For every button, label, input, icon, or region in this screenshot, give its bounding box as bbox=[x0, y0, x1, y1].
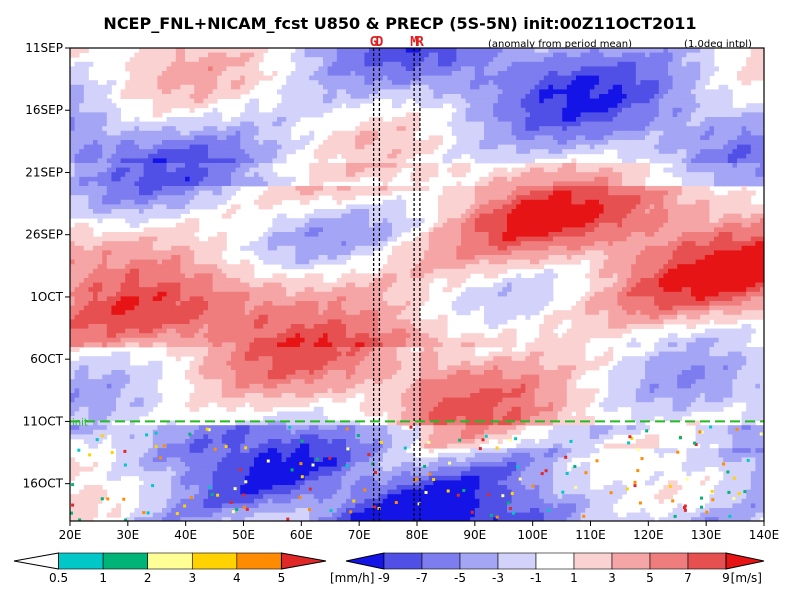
y-tick-label: 11OCT bbox=[23, 414, 64, 428]
marker-lines: GD MR bbox=[370, 35, 424, 521]
wind-legend-label: 7 bbox=[684, 571, 692, 585]
y-tick-label: 21SEP bbox=[25, 165, 63, 179]
wind-legend: -9 -7 -5 -3 -1 1 3 5 7 9 [m/s] bbox=[345, 552, 765, 585]
precip-legend-unit: [mm/h] bbox=[330, 571, 374, 585]
y-tick-label: 1OCT bbox=[30, 290, 63, 304]
wind-legend-swatch bbox=[649, 552, 689, 570]
precip-legend-swatch bbox=[58, 552, 104, 570]
y-tick-label: 6OCT bbox=[30, 352, 63, 366]
wind-legend-max-cap bbox=[725, 552, 765, 570]
wind-legend-label: 1 bbox=[570, 571, 578, 585]
x-tick-label: 30E bbox=[116, 528, 139, 542]
wind-legend-swatch bbox=[573, 552, 613, 570]
y-tick-label: 11SEP bbox=[25, 41, 63, 55]
wind-anomaly-field bbox=[70, 48, 764, 521]
init-line-group: init bbox=[70, 417, 764, 428]
chart-note: (1.0deg intpl) bbox=[684, 39, 752, 50]
x-tick-label: 60E bbox=[290, 528, 313, 542]
wind-legend-swatch bbox=[687, 552, 727, 570]
wind-legend-swatch bbox=[611, 552, 651, 570]
wind-legend-swatch bbox=[383, 552, 423, 570]
precip-legend-label: 5 bbox=[278, 571, 286, 585]
precip-legend-label: 2 bbox=[144, 571, 152, 585]
precip-legend-min-cap bbox=[13, 552, 60, 570]
chart-subtitle: (anomaly from period mean) bbox=[488, 39, 632, 50]
wind-legend-label: 5 bbox=[646, 571, 654, 585]
precip-legend-label: 3 bbox=[188, 571, 196, 585]
wind-legend-label: -3 bbox=[492, 571, 504, 585]
marker-label-r: R bbox=[416, 35, 424, 50]
wind-legend-label: -1 bbox=[530, 571, 542, 585]
marker-label-m: M bbox=[410, 35, 418, 50]
y-tick-label: 26SEP bbox=[25, 228, 63, 242]
precip-field bbox=[70, 425, 763, 521]
chart-title: NCEP_FNL+NICAM_fcst U850 & PRECP (5S-5N)… bbox=[103, 14, 696, 33]
x-tick-label: 50E bbox=[232, 528, 255, 542]
precip-legend-swatch bbox=[102, 552, 149, 570]
x-tick-label: 40E bbox=[174, 528, 197, 542]
precip-legend-label: 1 bbox=[99, 571, 107, 585]
wind-legend-swatch bbox=[459, 552, 499, 570]
y-axis: 11SEP 16SEP 21SEP 26SEP 1OCT 6OCT 11OCT 16OCT bbox=[23, 41, 70, 491]
x-tick-label: 120E bbox=[633, 528, 664, 542]
x-axis: 20E 30E 40E 50E 60E 70E 80E 90E 100E 110E 120E 130E… bbox=[59, 521, 780, 542]
wind-legend-swatch bbox=[535, 552, 575, 570]
x-tick-label: 140E bbox=[749, 528, 780, 542]
x-tick-label: 80E bbox=[406, 528, 429, 542]
wind-legend-label: 3 bbox=[608, 571, 616, 585]
wind-legend-label: 9 bbox=[722, 571, 730, 585]
precip-legend-label: 4 bbox=[233, 571, 241, 585]
x-tick-label: 90E bbox=[463, 528, 486, 542]
y-tick-label: 16OCT bbox=[23, 477, 64, 491]
x-tick-label: 110E bbox=[575, 528, 606, 542]
y-tick-label: 16SEP bbox=[25, 103, 63, 117]
wind-legend-label: -7 bbox=[416, 571, 428, 585]
wind-legend-swatch bbox=[497, 552, 537, 570]
precip-legend-swatch bbox=[191, 552, 238, 570]
x-tick-label: 100E bbox=[517, 528, 548, 542]
x-tick-label: 20E bbox=[59, 528, 82, 542]
wind-legend-label: -5 bbox=[454, 571, 466, 585]
wind-legend-label: -9 bbox=[378, 571, 390, 585]
x-tick-label: 70E bbox=[348, 528, 371, 542]
x-tick-label: 130E bbox=[691, 528, 722, 542]
precip-legend-max-cap bbox=[280, 552, 327, 570]
wind-legend-unit: [m/s] bbox=[731, 571, 762, 585]
wind-legend-swatch bbox=[421, 552, 461, 570]
marker-label-d: D bbox=[375, 35, 383, 50]
precip-legend: 0.5 1 2 3 4 5 [mm/h] bbox=[13, 552, 374, 585]
init-line-label: init bbox=[72, 417, 88, 428]
marker-label-g: G bbox=[370, 35, 378, 50]
precip-legend-swatch bbox=[236, 552, 282, 570]
precip-legend-swatch bbox=[147, 552, 193, 570]
precip-legend-label: 0.5 bbox=[49, 571, 68, 585]
wind-legend-min-cap bbox=[345, 552, 385, 570]
